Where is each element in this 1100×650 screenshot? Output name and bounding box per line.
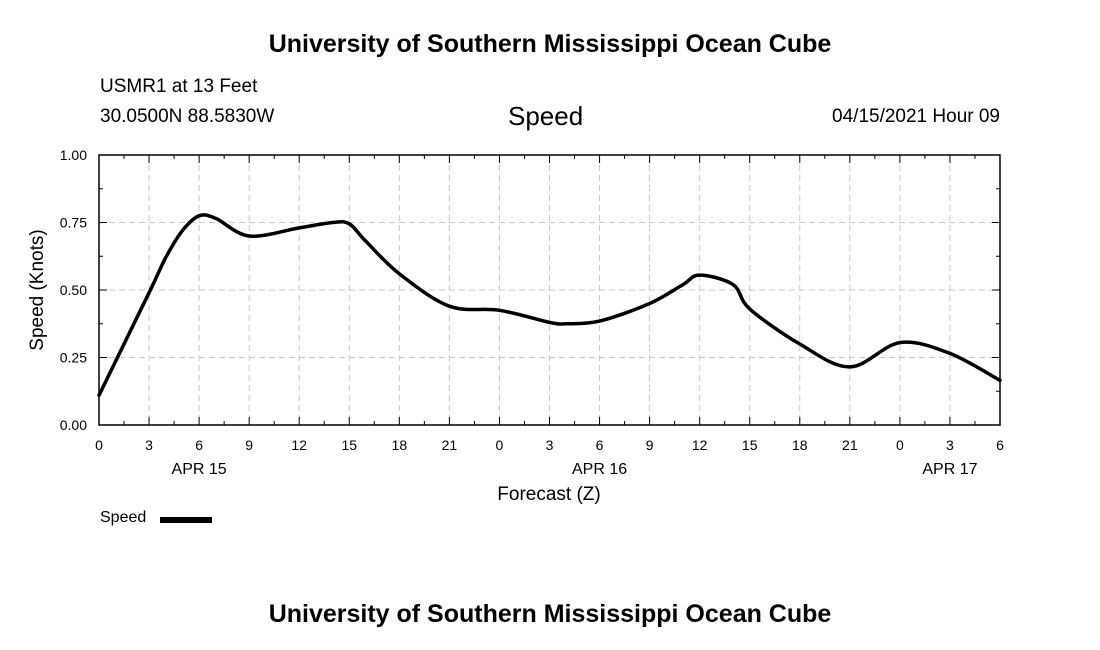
y-tick-labels: 0.00 0.25 0.50 0.75 1.00 xyxy=(60,147,87,433)
x-tick-label: 12 xyxy=(291,437,307,453)
x-tick-label: 21 xyxy=(442,437,458,453)
x-axis-label: Forecast (Z) xyxy=(497,484,600,505)
speed-series-line xyxy=(97,213,1002,398)
x-tick-label: 6 xyxy=(596,437,604,453)
date-labels: APR 15 APR 16 APR 17 xyxy=(172,461,978,478)
x-tick-label: 12 xyxy=(692,437,708,453)
x-tick-labels: 0 3 6 9 12 15 18 21 0 3 6 9 12 15 18 21 0 3 6 xyxy=(95,437,1004,453)
y-tick-label: 0.75 xyxy=(60,215,87,231)
date-label: APR 15 xyxy=(172,461,227,478)
x-tick-label: 15 xyxy=(341,437,357,453)
axis-ticks xyxy=(98,154,1001,426)
variable-title: Speed xyxy=(508,101,584,131)
legend-label: Speed xyxy=(100,509,147,526)
x-tick-label: 3 xyxy=(145,437,153,453)
date-label: APR 17 xyxy=(922,461,977,478)
x-tick-label: 0 xyxy=(95,437,103,453)
x-tick-label: 9 xyxy=(646,437,654,453)
x-tick-label: 9 xyxy=(245,437,253,453)
x-tick-label: 6 xyxy=(996,437,1004,453)
x-tick-label: 18 xyxy=(392,437,408,453)
y-tick-label: 0.50 xyxy=(60,282,87,298)
x-tick-label: 21 xyxy=(842,437,858,453)
x-tick-label: 15 xyxy=(742,437,758,453)
date-label: APR 16 xyxy=(572,461,627,478)
x-tick-label: 18 xyxy=(792,437,808,453)
y-tick-label: 0.25 xyxy=(60,350,87,366)
legend-line-swatch xyxy=(160,517,212,523)
station-coordinates: 30.0500N 88.5830W xyxy=(100,106,275,127)
x-tick-label: 3 xyxy=(546,437,554,453)
y-tick-label: 0.00 xyxy=(60,417,87,433)
x-tick-label: 3 xyxy=(946,437,954,453)
station-name: USMR1 at 13 Feet xyxy=(100,76,258,97)
chart-title-bottom: University of Southern Mississippi Ocean… xyxy=(268,600,832,628)
x-tick-label: 6 xyxy=(195,437,203,453)
y-tick-label: 1.00 xyxy=(60,147,87,163)
x-tick-label: 0 xyxy=(896,437,904,453)
y-axis-label: Speed (Knots) xyxy=(27,229,48,350)
chart-title-top: University of Southern Mississippi Ocean… xyxy=(268,30,832,58)
x-tick-label: 0 xyxy=(496,437,504,453)
forecast-datetime: 04/15/2021 Hour 09 xyxy=(832,106,1000,127)
grid xyxy=(99,155,1000,425)
